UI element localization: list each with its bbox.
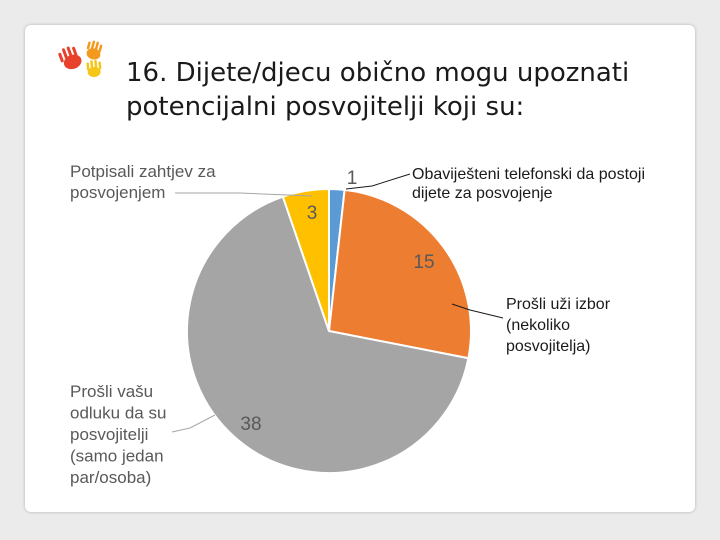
category-label-line: par/osoba): [70, 468, 151, 487]
pie-slices: [186, 187, 472, 474]
category-label-line: Prošli uži izbor: [506, 296, 611, 313]
category-label-line: posvojitelji: [70, 425, 148, 444]
pie-slice-2: [327, 188, 472, 360]
category-label-4: Potpisali zahtjev za posvojenjem: [70, 162, 216, 202]
pie-slice-4: [281, 187, 330, 332]
category-label-line: Prošli vašu: [70, 382, 153, 401]
category-label-line: posvojitelja): [506, 338, 590, 355]
pie-slice-3: [186, 195, 470, 474]
category-label-line: (nekoliko: [506, 317, 570, 334]
value-label-3: 38: [240, 414, 261, 435]
leader-line-1: [345, 173, 411, 190]
category-label-3: Prošli vašu odluku da su posvojitelji (samo…: [70, 382, 166, 487]
title-line-2: potencijalni posvojitelji koji su:: [126, 92, 525, 122]
leader-line-3: [171, 414, 216, 433]
category-label-1: Obaviješteni telefonski da postoji dijete…: [412, 166, 645, 202]
category-labels: Obaviješteni telefonski da postoji dijete…: [70, 162, 645, 487]
value-label-4: 3: [307, 203, 318, 224]
value-labels: 1 15 38 3: [240, 168, 434, 435]
category-label-line: odluku da su: [70, 404, 166, 423]
category-label-line: dijete za posvojenje: [412, 185, 553, 202]
leader-line-2: [451, 303, 504, 319]
value-label-1: 1: [347, 168, 358, 189]
category-label-line: (samo jedan: [70, 447, 164, 466]
category-label-line: Potpisali zahtjev za: [70, 162, 216, 181]
leader-line-4: [175, 192, 313, 197]
hands-logo: [58, 40, 103, 78]
value-label-2: 15: [413, 252, 434, 273]
slide-title: 16. Dijete/djecu obično mogu upoznati po…: [126, 56, 686, 124]
category-label-line: Obaviješteni telefonski da postoji: [412, 166, 645, 183]
title-line-1: 16. Dijete/djecu obično mogu upoznati: [126, 58, 630, 88]
category-label-line: posvojenjem: [70, 183, 165, 202]
leader-lines: [171, 173, 504, 433]
category-label-2: Prošli uži izbor (nekoliko posvojitelja): [506, 296, 611, 355]
